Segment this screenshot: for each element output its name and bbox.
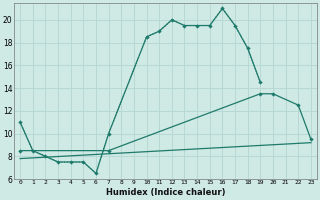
X-axis label: Humidex (Indice chaleur): Humidex (Indice chaleur) [106,188,225,197]
